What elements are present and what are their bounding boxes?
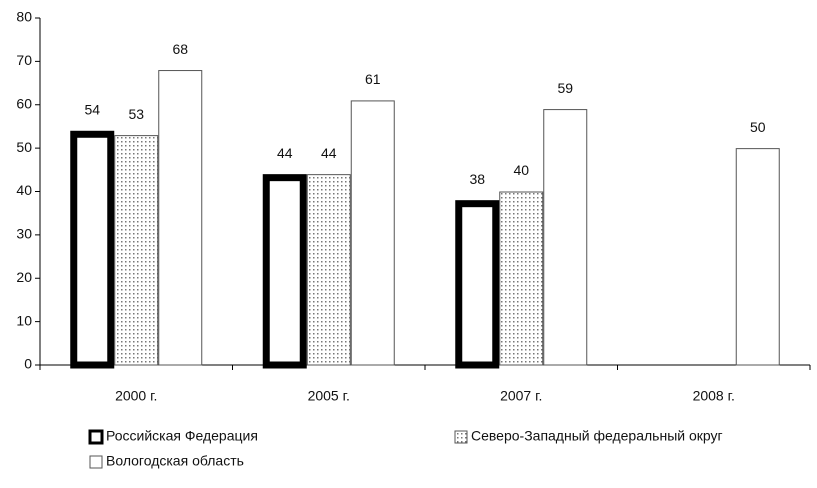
bar bbox=[543, 109, 588, 366]
x-tick-label: 2005 г. bbox=[308, 388, 350, 404]
value-label: 44 bbox=[321, 145, 337, 161]
legend-swatch bbox=[89, 455, 103, 469]
legend-swatch bbox=[88, 429, 104, 445]
value-label: 61 bbox=[365, 71, 381, 87]
y-tick-label: 70 bbox=[16, 52, 32, 68]
y-tick-label: 0 bbox=[24, 356, 32, 372]
y-tick-label: 80 bbox=[16, 9, 32, 25]
bar bbox=[306, 174, 351, 366]
bar bbox=[114, 135, 159, 366]
bar bbox=[70, 130, 115, 369]
bar bbox=[455, 200, 500, 369]
bar bbox=[262, 174, 307, 369]
legend-label: Российская Федерация bbox=[106, 428, 258, 444]
value-label: 44 bbox=[277, 145, 293, 161]
value-label: 59 bbox=[557, 80, 573, 96]
x-tick-label: 2000 г. bbox=[115, 388, 157, 404]
value-label: 38 bbox=[469, 171, 485, 187]
bar bbox=[158, 70, 203, 366]
x-tick-label: 2008 г. bbox=[693, 388, 735, 404]
value-label: 54 bbox=[84, 101, 100, 117]
x-tick-label: 2007 г. bbox=[500, 388, 542, 404]
value-label: 53 bbox=[128, 106, 144, 122]
bar bbox=[499, 191, 544, 366]
legend-label: Северо-Западный федеральный округ bbox=[471, 428, 723, 444]
legend-swatch bbox=[454, 430, 468, 444]
y-tick-label: 60 bbox=[16, 95, 32, 111]
bar bbox=[735, 148, 780, 366]
y-tick-label: 40 bbox=[16, 182, 32, 198]
y-tick-label: 50 bbox=[16, 139, 32, 155]
legend-label: Вологодская область bbox=[106, 453, 244, 469]
y-tick-label: 20 bbox=[16, 269, 32, 285]
value-label: 68 bbox=[172, 41, 188, 57]
value-label: 40 bbox=[513, 162, 529, 178]
y-tick-label: 10 bbox=[16, 312, 32, 328]
value-label: 50 bbox=[750, 119, 766, 135]
bar bbox=[350, 100, 395, 366]
y-tick-label: 30 bbox=[16, 226, 32, 242]
